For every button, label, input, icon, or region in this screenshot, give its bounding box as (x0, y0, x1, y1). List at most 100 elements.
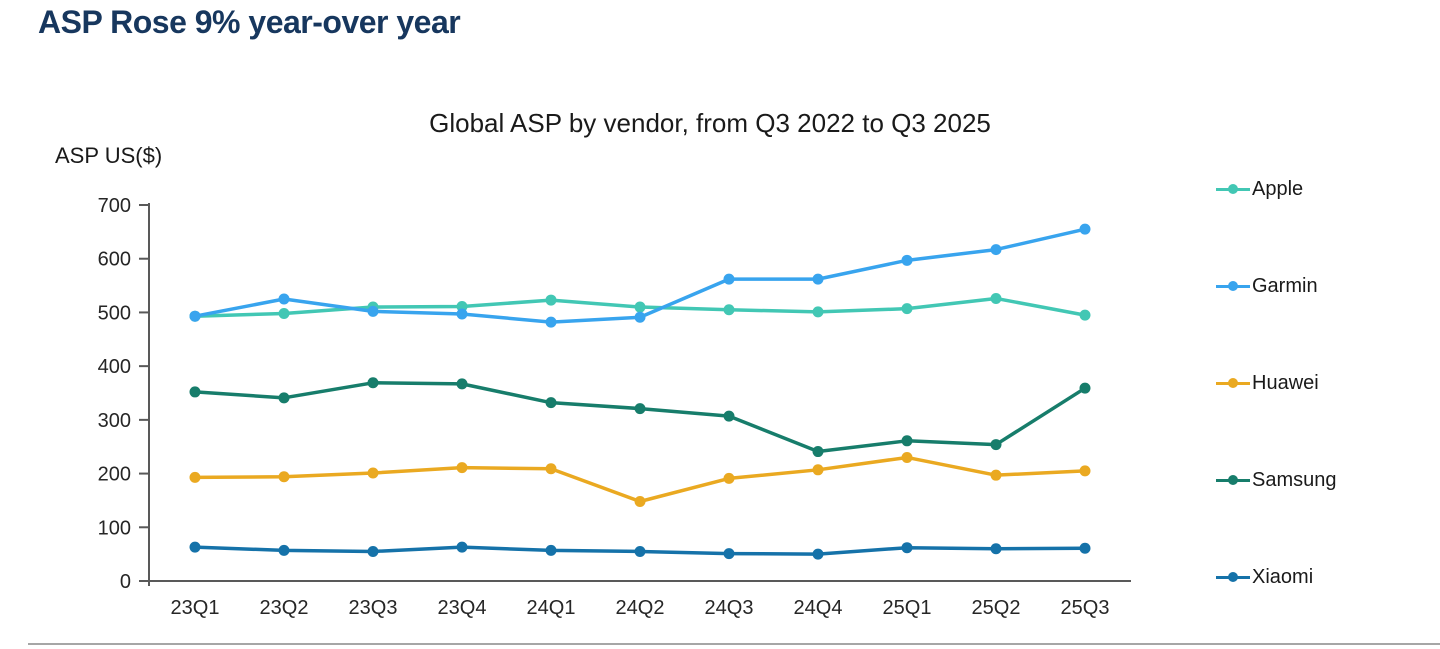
y-tick-label: 400 (98, 356, 131, 378)
data-point-huawei-23q1 (189, 471, 201, 483)
data-point-apple-23q4 (456, 301, 468, 313)
data-point-samsung-23q3 (367, 377, 379, 389)
legend-marker-xiaomi (1216, 572, 1250, 582)
x-tick-label: 24Q4 (794, 597, 843, 619)
data-point-garmin-23q1 (189, 310, 201, 322)
data-point-xiaomi-23q1 (189, 541, 201, 553)
data-point-garmin-25q3 (1079, 223, 1091, 235)
data-point-apple-23q2 (278, 308, 290, 320)
data-point-garmin-23q2 (278, 293, 290, 305)
data-point-samsung-25q2 (990, 439, 1002, 451)
data-point-apple-24q3 (723, 304, 735, 316)
data-point-xiaomi-24q4 (812, 548, 824, 560)
legend-item-huawei: Huawei (1216, 370, 1337, 396)
data-point-xiaomi-25q2 (990, 543, 1002, 555)
x-tick-label: 23Q1 (171, 597, 220, 619)
data-point-xiaomi-23q2 (278, 544, 290, 556)
data-point-samsung-24q3 (723, 410, 735, 422)
legend-marker-apple (1216, 184, 1250, 194)
chart-title: Global ASP by vendor, from Q3 2022 to Q3… (429, 108, 991, 138)
legend-label-apple: Apple (1252, 177, 1304, 200)
legend-marker-dot-apple (1228, 184, 1238, 194)
data-point-xiaomi-23q3 (367, 545, 379, 557)
data-point-huawei-24q1 (545, 463, 557, 475)
legend-marker-samsung (1216, 475, 1250, 485)
data-point-huawei-23q2 (278, 471, 290, 483)
data-point-huawei-25q2 (990, 469, 1002, 481)
legend-label-garmin: Garmin (1252, 274, 1318, 297)
legend-marker-garmin (1216, 281, 1250, 291)
data-point-xiaomi-25q1 (901, 542, 913, 554)
x-tick-label: 23Q2 (260, 597, 309, 619)
legend-marker-dot-garmin (1228, 281, 1238, 291)
data-point-xiaomi-25q3 (1079, 542, 1091, 554)
data-point-garmin-24q4 (812, 273, 824, 285)
data-point-huawei-24q4 (812, 464, 824, 476)
data-point-apple-24q1 (545, 294, 557, 306)
x-tick-label: 23Q3 (349, 597, 398, 619)
data-point-samsung-23q1 (189, 386, 201, 398)
legend-marker-dot-xiaomi (1228, 572, 1238, 582)
y-tick-label: 600 (98, 249, 131, 271)
legend-item-samsung: Samsung (1216, 467, 1337, 493)
data-point-xiaomi-24q1 (545, 544, 557, 556)
data-point-garmin-25q1 (901, 254, 913, 266)
data-point-samsung-24q1 (545, 397, 557, 409)
y-tick-label: 700 (98, 195, 131, 217)
page-title: ASP Rose 9% year-over year (38, 4, 461, 40)
series-line-huawei (193, 455, 1087, 504)
data-point-garmin-25q2 (990, 244, 1002, 256)
data-point-apple-25q2 (990, 292, 1002, 304)
x-tick-label: 23Q4 (438, 597, 487, 619)
x-tick-label: 25Q2 (972, 597, 1021, 619)
data-point-garmin-23q4 (456, 308, 468, 320)
legend-label-samsung: Samsung (1252, 468, 1337, 491)
data-point-samsung-25q1 (901, 435, 913, 447)
data-point-samsung-24q2 (634, 403, 646, 415)
y-tick-label: 100 (98, 517, 131, 539)
legend-item-garmin: Garmin (1216, 273, 1337, 299)
data-point-samsung-25q3 (1079, 382, 1091, 394)
data-point-huawei-23q3 (367, 467, 379, 479)
series-line-samsung (193, 381, 1087, 454)
legend-label-huawei: Huawei (1252, 371, 1319, 394)
data-point-garmin-24q1 (545, 316, 557, 328)
x-tick-label: 24Q2 (616, 597, 665, 619)
data-point-xiaomi-24q3 (723, 548, 735, 560)
data-point-huawei-24q3 (723, 472, 735, 484)
data-point-xiaomi-23q4 (456, 541, 468, 553)
x-tick-label: 24Q3 (705, 597, 754, 619)
y-axis-unit-label: ASP US($) (55, 143, 163, 168)
data-point-samsung-23q4 (456, 378, 468, 390)
x-tick-label: 25Q3 (1061, 597, 1110, 619)
x-tick-label: 24Q1 (527, 597, 576, 619)
data-point-apple-24q2 (634, 301, 646, 313)
data-point-samsung-24q4 (812, 446, 824, 458)
data-point-huawei-23q4 (456, 462, 468, 474)
data-point-garmin-24q2 (634, 311, 646, 323)
legend-marker-dot-samsung (1228, 475, 1238, 485)
legend-item-apple: Apple (1216, 176, 1337, 202)
data-point-apple-25q3 (1079, 309, 1091, 321)
data-point-garmin-23q3 (367, 305, 379, 317)
y-tick-label: 300 (98, 410, 131, 432)
data-point-xiaomi-24q2 (634, 545, 646, 557)
data-point-garmin-24q3 (723, 273, 735, 285)
legend-item-xiaomi: Xiaomi (1216, 564, 1337, 590)
bottom-divider (28, 643, 1440, 645)
y-tick-label: 0 (120, 571, 131, 593)
data-point-huawei-24q2 (634, 496, 646, 508)
legend-label-xiaomi: Xiaomi (1252, 565, 1314, 588)
y-tick-label: 500 (98, 302, 131, 324)
y-tick-label: 200 (98, 464, 131, 486)
data-point-huawei-25q1 (901, 451, 913, 463)
data-point-apple-25q1 (901, 303, 913, 315)
data-point-samsung-23q2 (278, 392, 290, 404)
chart-legend: Apple Garmin Huawei Samsung Xiaomi (1216, 176, 1337, 590)
legend-marker-dot-huawei (1228, 378, 1238, 388)
legend-marker-huawei (1216, 378, 1250, 388)
data-point-huawei-25q3 (1079, 465, 1091, 477)
data-point-apple-24q4 (812, 306, 824, 318)
